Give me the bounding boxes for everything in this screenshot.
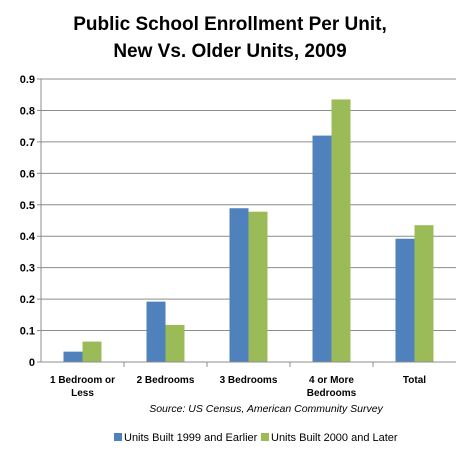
chart-title: Public School Enrollment Per Unit, New V… [73,14,387,62]
chart-title-line-1: Public School Enrollment Per Unit, [73,14,387,35]
bar-newer [82,341,102,362]
legend-swatch [114,433,122,441]
x-category-label: 1 Bedroom or [50,375,115,386]
axes [40,79,456,367]
x-category-label: Bedrooms [307,388,357,399]
x-category-label: Less [71,388,94,399]
x-category-label: Total [403,375,426,386]
legend-swatch [261,433,269,441]
bar-newer [331,99,351,362]
source-note: Source: US Census, American Community Su… [149,403,383,415]
y-tick-label: 0.5 [20,200,35,212]
y-tick-label: 0.8 [20,105,35,117]
x-category-label: 2 Bedrooms [137,375,195,386]
bars [63,99,434,362]
bar-newer [248,211,268,362]
bar-older [395,238,415,362]
bar-newer [414,225,434,362]
y-tick-label: 0.3 [20,263,35,275]
chart-title-line-2: New Vs. Older Units, 2009 [113,41,346,62]
bar-older [63,351,83,362]
bar-older [229,208,249,362]
legend-label: Units Built 1999 and Earlier [124,432,258,444]
gridlines [41,78,456,332]
y-tick-label: 0.9 [20,74,35,86]
y-tick-label: 0.2 [20,294,35,306]
x-axis-categories: 1 Bedroom or Less 2 Bedrooms 3 Bedrooms 4 or… [50,375,426,399]
y-tick-label: 0.6 [20,168,35,180]
y-tick-label: 0 [29,357,35,369]
bar-older [312,135,332,362]
bar-newer [165,324,185,362]
y-axis-ticks: 0 0.1 0.2 0.3 0.4 0.5 0.6 0.7 0.8 0.9 [20,74,41,369]
legend: Units Built 1999 and Earlier Units Built … [114,432,398,444]
y-tick-label: 0.7 [20,137,35,149]
x-category-label: 4 or More [309,375,354,386]
legend-label: Units Built 2000 and Later [271,432,398,444]
x-category-label: 3 Bedrooms [220,375,278,386]
y-tick-label: 0.1 [20,326,35,338]
bar-older [146,301,166,362]
y-tick-label: 0.4 [20,231,36,243]
